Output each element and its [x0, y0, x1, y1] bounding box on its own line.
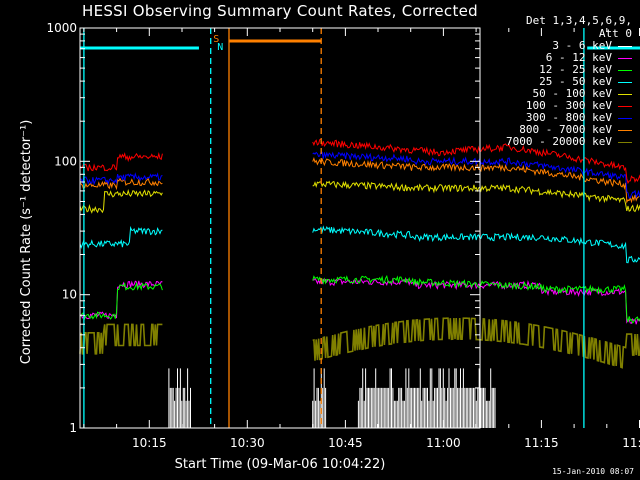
y-tick-label: 1: [69, 421, 77, 435]
legend-swatch: [618, 93, 632, 95]
series-50-100-kev: [79, 180, 640, 214]
x-axis-label: Start Time (09-Mar-06 10:04:22): [175, 457, 386, 472]
x-tick-label: 10:15: [132, 436, 167, 450]
legend-swatch: [618, 45, 632, 47]
legend-swatch: [618, 129, 632, 131]
legend-label: 300 - 800 keV: [525, 111, 612, 124]
legend-swatch: [618, 141, 632, 143]
y-axis-label: Corrected Count Rate (s⁻¹ detector⁻¹): [19, 120, 34, 365]
y-tick-label: 1000: [46, 21, 77, 35]
legend-item: 800 - 7000 keV: [506, 124, 632, 136]
y-tick-label: 100: [54, 154, 77, 168]
legend-swatch: [618, 105, 632, 107]
legend-item: 12 - 25 keV: [506, 64, 632, 76]
series-25-50-kev: [79, 225, 640, 264]
series-300-800-kev: [79, 151, 640, 199]
legend-label: 800 - 7000 keV: [519, 123, 612, 136]
legend-label: 3 - 6 keV: [552, 39, 612, 52]
legend-item: 7000 - 20000 keV: [506, 136, 632, 148]
legend-label: 100 - 300 keV: [525, 99, 612, 112]
legend-item: 3 - 6 keV: [506, 40, 632, 52]
legend: 3 - 6 keV 6 - 12 keV 12 - 25 keV 25 - 50 ke…: [506, 40, 632, 148]
legend-swatch: [618, 81, 632, 83]
chart-title: HESSI Observing Summary Count Rates, Cor…: [82, 2, 478, 20]
legend-header-line-2: Att 0: [598, 27, 632, 40]
legend-label: 6 - 12 keV: [545, 51, 612, 64]
flag-n: N: [217, 42, 223, 53]
series-800-7000-kev: [79, 156, 640, 204]
legend-item: 100 - 300 keV: [506, 100, 632, 112]
series-3-6-kev: [168, 368, 496, 428]
legend-item: 25 - 50 keV: [506, 76, 632, 88]
generation-timestamp: 15-Jan-2010 08:07: [552, 467, 634, 476]
x-tick-label: 10:30: [230, 436, 265, 450]
legend-item: 50 - 100 keV: [506, 88, 632, 100]
legend-swatch: [618, 117, 632, 119]
legend-label: 12 - 25 keV: [539, 63, 612, 76]
data-layer: SN: [79, 28, 640, 428]
x-tick-label: 11:00: [426, 436, 461, 450]
legend-item: 300 - 800 keV: [506, 112, 632, 124]
legend-label: 7000 - 20000 keV: [506, 135, 612, 148]
x-tick-label: 11:15: [524, 436, 559, 450]
legend-header-line-1: Det 1,3,4,5,6,9,: [526, 14, 632, 27]
x-tick-label: 11:30: [622, 436, 640, 450]
legend-item: 6 - 12 keV: [506, 52, 632, 64]
legend-swatch: [618, 69, 632, 71]
axes: 1 10 100 1000 10:15 10:30 10:45 11:00 11:15 11:30: [46, 21, 640, 450]
series-12-25-kev: [79, 274, 640, 324]
legend-header: Det 1,3,4,5,6,9, Att 0: [526, 14, 632, 40]
legend-swatch: [618, 57, 632, 59]
flag-s: S: [213, 34, 219, 45]
legend-label: 25 - 50 keV: [539, 75, 612, 88]
series-7000-20000-kev: [79, 317, 640, 369]
series-100-300-kev: [79, 138, 640, 185]
y-tick-label: 10: [62, 288, 77, 302]
x-tick-label: 10:45: [328, 436, 363, 450]
flag-markers: SN: [80, 28, 640, 428]
plot-frame: [79, 27, 481, 429]
legend-label: 50 - 100 keV: [532, 87, 612, 100]
